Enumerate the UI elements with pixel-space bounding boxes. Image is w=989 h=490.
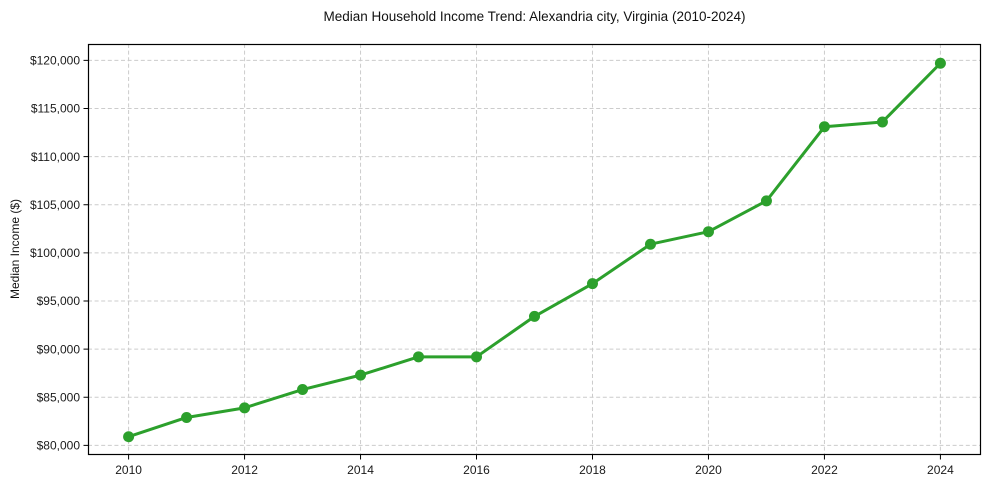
y-tick-label: $90,000 <box>37 342 81 356</box>
y-tick-label: $95,000 <box>37 294 81 308</box>
x-tick-label: 2022 <box>811 463 838 477</box>
data-point-2018 <box>586 278 598 290</box>
y-tick-label: $100,000 <box>30 246 80 260</box>
data-point-2012 <box>239 402 251 414</box>
data-point-2023 <box>876 116 888 128</box>
data-point-2022 <box>818 121 830 133</box>
data-point-2016 <box>471 351 483 363</box>
data-point-2024 <box>934 57 946 69</box>
data-point-2017 <box>529 310 540 322</box>
data-point-2011 <box>181 411 193 423</box>
x-tick-label: 2024 <box>927 463 954 477</box>
x-tick-label: 2014 <box>347 463 374 477</box>
x-tick-label: 2010 <box>115 463 142 477</box>
x-tick-label: 2016 <box>463 463 490 477</box>
x-tick-label: 2012 <box>231 463 258 477</box>
data-point-2021 <box>760 195 772 207</box>
plot-border <box>87 43 982 456</box>
trend-line <box>127 61 942 439</box>
y-tick-label: $115,000 <box>31 102 80 116</box>
data-point-2013 <box>297 384 309 396</box>
x-tick-label: 2020 <box>695 463 722 477</box>
data-point-2010 <box>123 431 135 443</box>
data-point-2015 <box>413 351 425 363</box>
y-tick-label: $120,000 <box>30 54 80 68</box>
y-tick-label: $80,000 <box>37 439 81 453</box>
chart-title: Median Household Income Trend: Alexandri… <box>323 9 746 24</box>
data-point-2014 <box>355 369 367 381</box>
data-point-2020 <box>702 226 714 238</box>
data-point-2019 <box>644 238 656 250</box>
x-tick-label: 2018 <box>579 463 606 477</box>
y-tick-label: $85,000 <box>37 390 81 404</box>
y-tick-label: $105,000 <box>30 198 80 212</box>
y-tick-label: $110,000 <box>31 150 80 164</box>
